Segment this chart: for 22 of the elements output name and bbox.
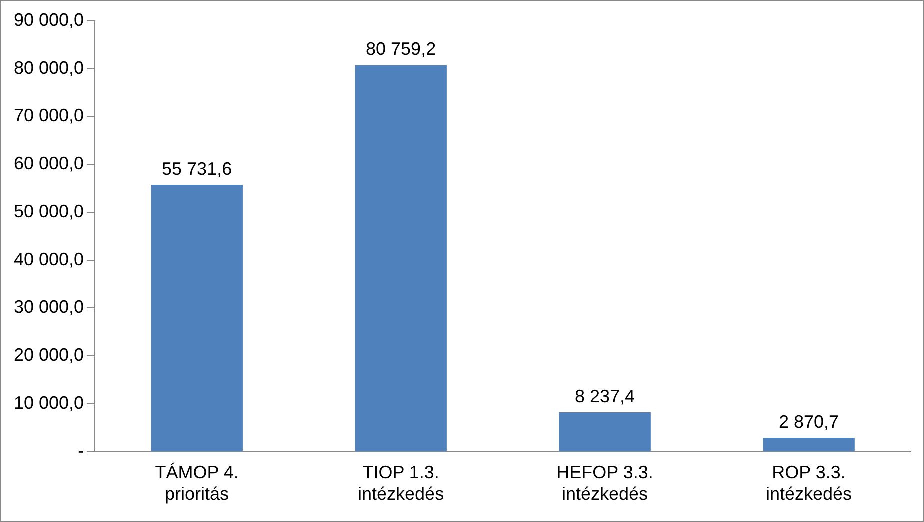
y-tick-label: 70 000,0 [14, 106, 84, 126]
bar [355, 65, 447, 452]
data-label: 55 731,6 [162, 159, 232, 179]
y-tick-label: 20 000,0 [14, 345, 84, 366]
y-tick-label: 50 000,0 [14, 201, 84, 222]
y-tick-label: - [78, 440, 84, 461]
y-tick-label: 10 000,0 [14, 392, 84, 413]
y-tick-label: 30 000,0 [14, 297, 84, 318]
x-tick-label: ROP 3.3. intézkedés [766, 462, 852, 504]
y-tick-label: 80 000,0 [14, 58, 84, 78]
data-label: 80 759,2 [366, 39, 436, 60]
y-tick-label: 40 000,0 [14, 249, 84, 270]
x-tick-label: HEFOP 3.3. intézkedés [556, 462, 654, 504]
data-label: 8 237,4 [574, 386, 636, 406]
x-tick-label: TÁMOP 4. prioritás [155, 462, 239, 504]
data-label: 2 870,7 [778, 412, 840, 432]
bar [559, 412, 651, 452]
bar [763, 438, 855, 452]
x-tick-label: TIOP 1.3. intézkedés [358, 462, 444, 504]
y-tick-label: 60 000,0 [14, 154, 84, 174]
bar [151, 185, 243, 452]
y-tick-label: 90 000,0 [14, 10, 84, 30]
